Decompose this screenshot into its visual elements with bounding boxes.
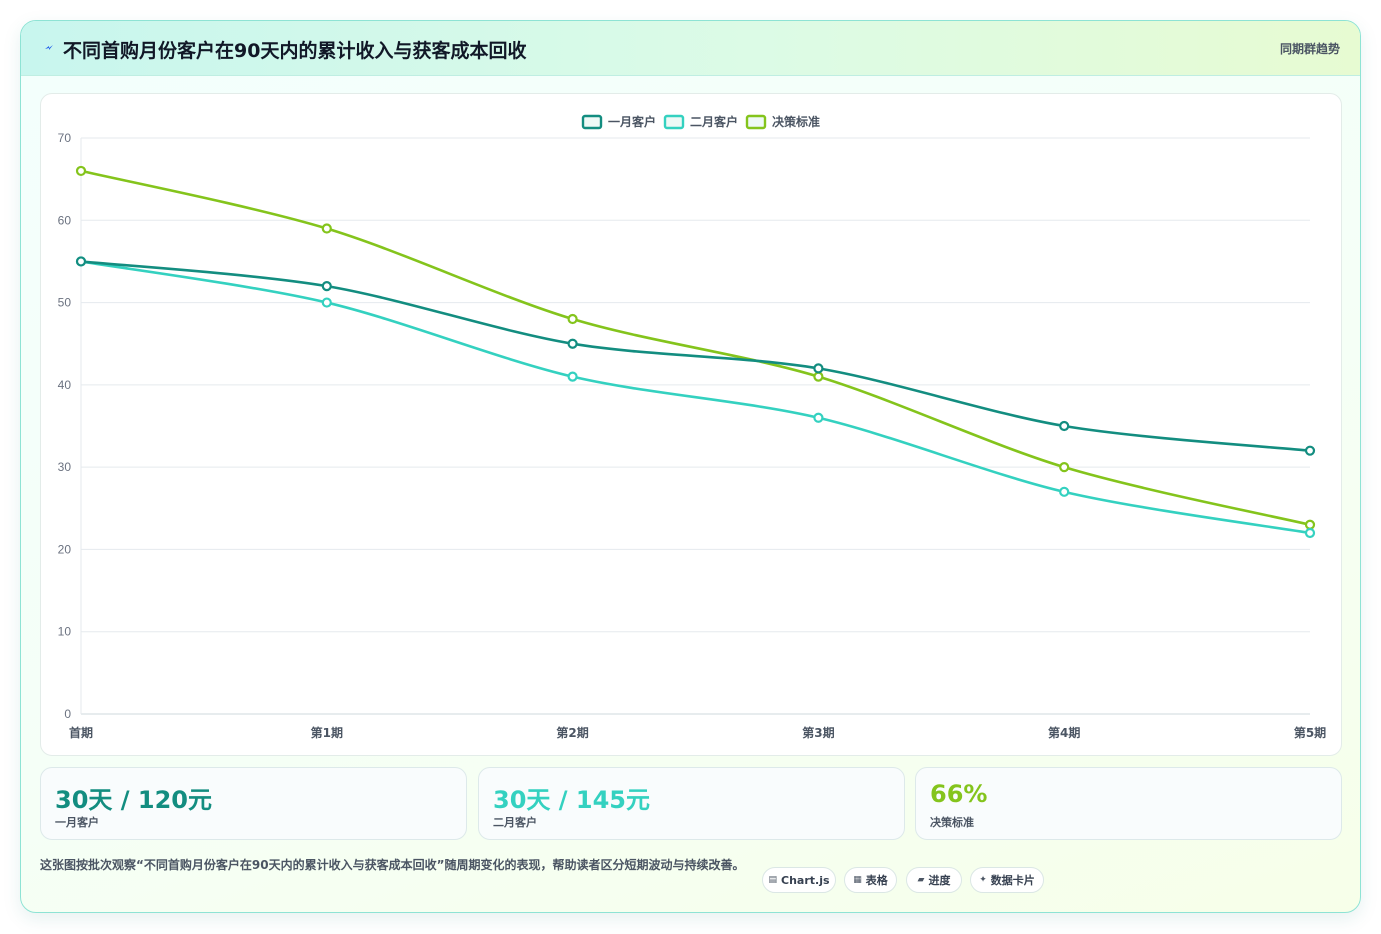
x-tick-label: 第5期 xyxy=(1294,725,1326,740)
data-point xyxy=(1059,486,1070,497)
chart-description: 这张图按批次观察“不同首购月份客户在90天内的累计收入与获客成本回收”随周期变化… xyxy=(40,858,745,872)
x-tick-label: 第3期 xyxy=(802,725,834,740)
kpi-value: 30天 / 145元 xyxy=(493,786,650,814)
sparkle-icon: ✦ xyxy=(979,875,987,885)
chip-progress[interactable]: ▰ 进度 xyxy=(906,867,962,893)
series-line-1 xyxy=(80,260,1311,535)
chip-label: 进度 xyxy=(928,874,951,887)
y-tick-label: 50 xyxy=(58,296,72,310)
data-point xyxy=(813,363,824,374)
data-point xyxy=(567,338,578,349)
legend-item: 二月客户 xyxy=(663,114,738,130)
chip-label: Chart.js xyxy=(781,873,830,887)
kpi-label: 一月客户 xyxy=(55,816,99,829)
kpi-card-january: 30天 / 120元 一月客户 xyxy=(40,767,467,840)
chip-chartjs[interactable]: ▤ Chart.js xyxy=(762,867,836,893)
kpi-label: 二月客户 xyxy=(493,816,537,829)
chart-icon: ▤ xyxy=(768,875,777,885)
y-tick-label: 20 xyxy=(58,542,72,556)
progress-icon: ▰ xyxy=(917,875,925,885)
y-tick-label: 30 xyxy=(58,460,72,474)
legend-item: 一月客户 xyxy=(581,114,656,130)
legend-label: 二月客户 xyxy=(690,114,738,129)
data-point xyxy=(1304,527,1316,539)
x-tick-label: 第2期 xyxy=(556,725,588,740)
chart-title: 不同首购月份客户在90天内的累计收入与获客成本回收 xyxy=(63,40,527,62)
data-point xyxy=(567,313,578,325)
legend-swatch xyxy=(581,114,603,130)
y-tick-label: 10 xyxy=(58,625,72,639)
data-point xyxy=(321,223,332,234)
data-point xyxy=(75,256,87,267)
x-tick-label: 第1期 xyxy=(311,725,343,740)
y-tick-label: 60 xyxy=(58,213,72,227)
series-line-2 xyxy=(80,169,1311,527)
line-chart: 0 10 20 30 40 50 60 70 首期 第1期 第2期 第3期 第4期 第5期 一月客户 二月客户… xyxy=(58,114,1327,740)
y-tick-label: 40 xyxy=(58,378,72,392)
header-tag: 同期群趋势 xyxy=(1279,42,1340,56)
x-tick-label: 首期 xyxy=(69,725,93,740)
chart-card: 不同首购月份客户在90天内的累计收入与获客成本回收 同期群趋势 0 10 20 30 4… xyxy=(20,20,1361,913)
kpi-value: 30天 / 120元 xyxy=(55,786,212,814)
chip-label: 表格 xyxy=(865,874,888,887)
kpi-value: 66% xyxy=(930,780,988,808)
data-point xyxy=(75,165,87,177)
data-point xyxy=(1059,420,1070,432)
legend-label: 决策标准 xyxy=(772,114,820,129)
data-point xyxy=(813,412,824,423)
legend-label: 一月客户 xyxy=(608,114,656,129)
data-point xyxy=(1304,519,1316,530)
kpi-label: 决策标准 xyxy=(930,816,974,829)
kpi-card-standard: 66% 决策标准 xyxy=(915,767,1342,840)
data-point xyxy=(813,371,824,382)
data-point xyxy=(1059,462,1070,473)
data-point xyxy=(1304,445,1316,456)
y-tick-label: 0 xyxy=(64,707,71,721)
chip-label: 数据卡片 xyxy=(990,874,1035,887)
data-point xyxy=(567,371,578,382)
y-tick-label: 70 xyxy=(58,131,72,145)
card-header: 不同首购月份客户在90天内的累计收入与获客成本回收 同期群趋势 xyxy=(21,21,1360,76)
kpi-card-february: 30天 / 145元 二月客户 xyxy=(478,767,905,840)
data-point xyxy=(321,297,332,308)
data-point xyxy=(321,281,332,292)
chip-table[interactable]: ▦ 表格 xyxy=(844,867,897,893)
chip-data-card[interactable]: ✦ 数据卡片 xyxy=(970,867,1044,893)
series-line-0 xyxy=(80,260,1311,452)
legend-item: 决策标准 xyxy=(745,114,820,130)
chart-panel: 0 10 20 30 40 50 60 70 首期 第1期 第2期 第3期 第4期 第5期 一月客户 二月客户… xyxy=(40,93,1342,756)
x-tick-label: 第4期 xyxy=(1048,725,1080,740)
bolt-icon xyxy=(45,45,53,50)
table-icon: ▦ xyxy=(853,875,862,885)
legend-swatch xyxy=(663,114,685,130)
legend-swatch xyxy=(745,114,767,130)
